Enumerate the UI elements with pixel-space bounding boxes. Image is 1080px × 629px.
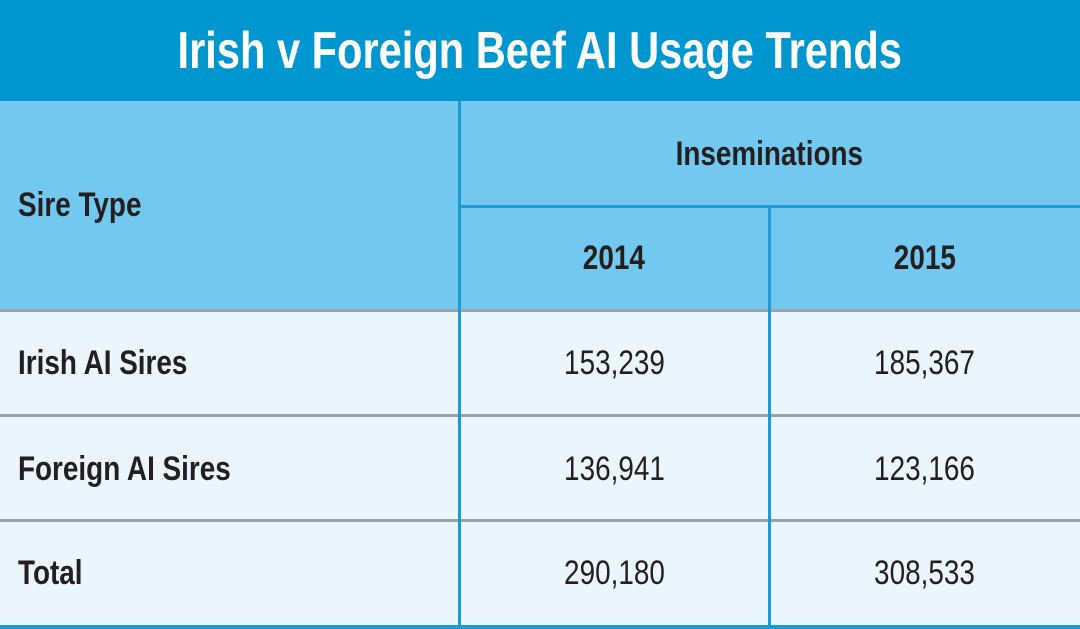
cell-text: 185,367 [874,343,975,382]
bottom-border [0,625,1080,629]
row-label-header: Sire Type [0,101,459,310]
cell-text: 153,239 [563,343,665,382]
column-divider [768,207,771,629]
row-divider [0,414,1080,417]
cell: 136,941 [459,417,769,521]
group-header-text: Inseminations [675,134,864,173]
cell-text: 136,941 [563,449,665,488]
title: Irish v Foreign Beef AI Usage Trends [177,21,903,80]
cell-text: 308,533 [874,554,975,592]
row-label-text: Total [18,554,83,592]
row-label-text: Irish AI Sires [18,343,188,382]
cell-text: 290,180 [563,554,665,592]
cell: 123,166 [769,417,1080,521]
cell: 290,180 [459,522,769,625]
row-label-text: Foreign AI Sires [18,449,231,488]
row-label-header-text: Sire Type [18,186,142,224]
row-label: Irish AI Sires [0,311,459,415]
column-header-text: 2015 [893,239,956,277]
column-divider [458,101,461,629]
group-header: Inseminations [459,101,1080,207]
header-divider [459,205,1080,208]
row-label: Total [0,522,459,625]
row-divider [0,309,1080,312]
cell: 308,533 [769,522,1080,625]
cell: 185,367 [769,311,1080,415]
title-bar: Irish v Foreign Beef AI Usage Trends [0,0,1080,101]
column-header: 2014 [459,207,769,310]
column-header: 2015 [769,207,1080,310]
cell: 153,239 [459,311,769,415]
column-header-text: 2014 [582,239,646,277]
cell-text: 123,166 [874,449,975,488]
row-divider [0,519,1080,522]
row-label: Foreign AI Sires [0,417,459,521]
